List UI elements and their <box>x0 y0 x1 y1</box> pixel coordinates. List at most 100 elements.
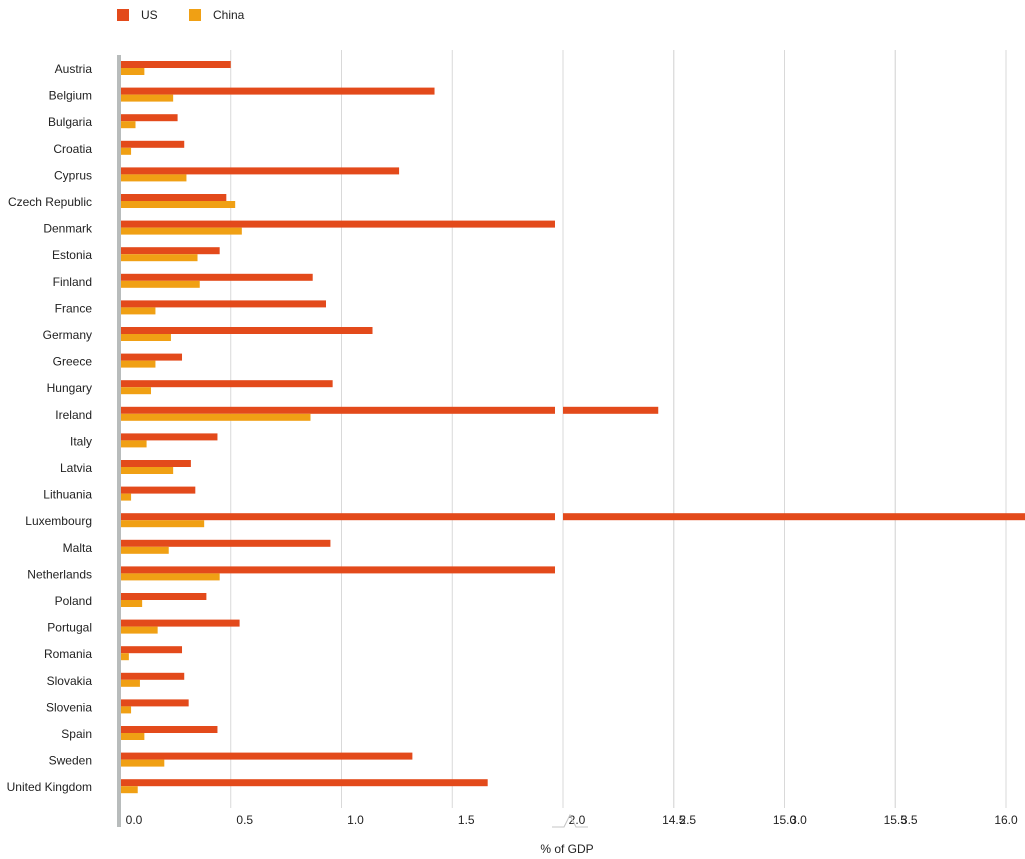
x-tick-label: 1.0 <box>347 813 364 827</box>
category-label: Austria <box>55 62 93 76</box>
bar-china <box>120 147 132 155</box>
axis-break-marker <box>552 813 588 828</box>
bar-china <box>120 440 147 448</box>
category-label: Sweden <box>49 754 92 768</box>
bar-china <box>120 68 145 75</box>
category-label: Finland <box>53 275 92 289</box>
x-tick-label: 2.0 <box>569 813 586 827</box>
bar-china <box>120 653 129 661</box>
category-label: United Kingdom <box>7 780 92 794</box>
legend-swatch-china <box>189 9 201 21</box>
bar-us <box>120 433 218 441</box>
bar-china <box>120 227 242 235</box>
bar-china <box>120 626 158 634</box>
bar-us <box>120 779 488 787</box>
bar-us <box>120 752 413 760</box>
bar-us <box>120 593 207 600</box>
bar-us <box>120 114 178 122</box>
bar-china <box>120 387 152 395</box>
bar-china <box>120 280 200 288</box>
x-tick-label: 15.0 <box>773 813 797 827</box>
bar-china <box>120 334 171 341</box>
bar-us <box>120 140 185 148</box>
bar-us <box>120 539 331 547</box>
category-label: Romania <box>44 647 92 661</box>
bar-us <box>120 646 183 654</box>
bar-us <box>120 380 333 388</box>
category-label: Luxembourg <box>25 514 92 528</box>
bar-us <box>120 61 231 68</box>
category-label: Latvia <box>60 461 92 475</box>
bar-china <box>120 600 143 607</box>
legend-label-us: US <box>141 8 158 22</box>
category-label: Hungary <box>47 381 92 395</box>
bar-us-continued <box>563 513 1025 521</box>
category-label: Bulgaria <box>48 115 92 129</box>
bar-us <box>120 273 313 281</box>
bar-china <box>120 733 145 740</box>
bar-china <box>120 546 169 554</box>
category-label: France <box>55 301 93 315</box>
bar-us <box>120 167 400 175</box>
bar-us <box>120 566 555 574</box>
category-label: Italy <box>70 434 92 448</box>
bar-us <box>120 327 373 334</box>
bar-china <box>120 573 220 581</box>
legend-item-us: US <box>117 8 158 22</box>
bar-china <box>120 493 132 501</box>
category-label: Spain <box>61 727 92 741</box>
category-label: Estonia <box>52 248 92 262</box>
category-label: Malta <box>63 541 93 555</box>
legend-item-china: China <box>189 8 244 22</box>
category-label: Slovakia <box>47 674 93 688</box>
category-label: Lithuania <box>43 488 92 502</box>
bar-china <box>120 174 187 182</box>
category-label: Cyprus <box>54 168 92 182</box>
category-label: Czech Republic <box>8 195 92 209</box>
bar-us <box>120 699 189 707</box>
category-label: Croatia <box>53 142 92 156</box>
bar-china <box>120 520 205 528</box>
category-label: Germany <box>43 328 92 342</box>
x-tick-label: 14.5 <box>662 813 686 827</box>
bar-us <box>120 194 227 201</box>
bar-china <box>120 706 132 714</box>
y-axis-line <box>117 55 121 827</box>
bar-china <box>120 467 174 474</box>
bar-us <box>120 87 435 95</box>
x-tick-label: 0.5 <box>236 813 253 827</box>
bar-us <box>120 353 183 361</box>
category-label: Ireland <box>55 408 92 422</box>
bar-us <box>120 247 220 255</box>
x-tick-label: 15.5 <box>884 813 908 827</box>
category-label: Slovenia <box>46 700 92 714</box>
x-tick-label: 3.5 <box>901 813 918 827</box>
bar-us <box>120 220 555 228</box>
bar-china <box>120 759 165 767</box>
x-tick-label: 2.5 <box>679 813 696 827</box>
bar-china <box>120 121 136 129</box>
bar-china <box>120 307 156 315</box>
category-label: Portugal <box>47 621 92 635</box>
category-label: Poland <box>55 594 92 608</box>
x-tick-label: 3.0 <box>790 813 807 827</box>
x-tick-label: 1.5 <box>458 813 475 827</box>
category-label: Denmark <box>43 222 93 236</box>
bar-china <box>120 254 198 262</box>
bar-china <box>120 413 311 421</box>
bar-us <box>120 726 218 733</box>
legend-label-china: China <box>213 8 245 22</box>
bar-china <box>120 201 236 208</box>
x-axis-title: % of GDP <box>540 842 593 856</box>
bar-china <box>120 679 140 687</box>
category-label: Greece <box>53 355 93 369</box>
bar-us <box>120 406 555 414</box>
bar-us <box>120 300 326 308</box>
bar-us <box>120 619 240 627</box>
x-tick-label: 0.0 <box>126 813 143 827</box>
x-tick-label: 16.0 <box>994 813 1018 827</box>
bar-us-continued <box>563 406 659 414</box>
bar-china <box>120 786 138 794</box>
bar-china <box>120 360 156 368</box>
